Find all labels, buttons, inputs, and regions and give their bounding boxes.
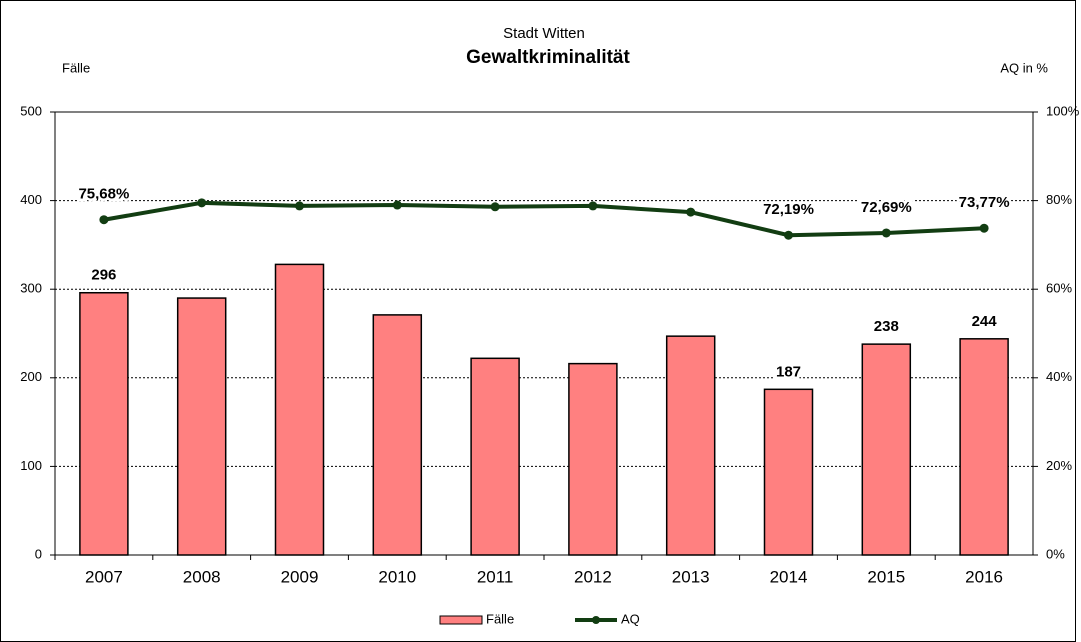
- y2-tick-label: 20%: [1046, 458, 1072, 473]
- x-tick-label: 2016: [965, 567, 1003, 586]
- line: [103, 200, 985, 238]
- data-label: 296: [91, 267, 116, 284]
- y-tick-label: 0: [35, 546, 42, 561]
- legend-marker: [592, 616, 600, 624]
- legend-label: AQ: [621, 611, 640, 626]
- bar: [861, 343, 912, 556]
- x-tick-label: 2014: [770, 567, 808, 586]
- line-marker: [588, 201, 598, 211]
- chart-subtitle: Stadt Witten: [503, 25, 585, 42]
- y-tick-label: 100: [20, 458, 42, 473]
- line-marker: [197, 198, 207, 208]
- legend-label: Fälle: [486, 611, 514, 626]
- data-label: 72,69%: [861, 199, 912, 216]
- line-marker: [295, 201, 304, 211]
- y2-tick-label: 100%: [1046, 103, 1080, 118]
- x-tick-label: 2011: [477, 567, 514, 586]
- y-tick-label: 300: [20, 281, 42, 296]
- data-label: 238: [874, 318, 899, 335]
- bar: [959, 338, 1009, 556]
- y2-tick-label: 0%: [1046, 546, 1065, 561]
- y2-tick-label: 40%: [1046, 369, 1072, 384]
- x-tick-label: 2009: [281, 567, 319, 586]
- data-label: 73,77%: [959, 194, 1010, 211]
- bar: [79, 291, 129, 556]
- bar: [274, 263, 325, 556]
- line-marker: [99, 215, 109, 225]
- chart-title: Gewaltkriminalität: [466, 47, 630, 68]
- line-marker: [490, 202, 500, 212]
- data-label: 187: [776, 363, 801, 380]
- bar: [372, 314, 423, 556]
- bar: [763, 388, 814, 556]
- data-label: 244: [972, 313, 998, 330]
- y-tick-label: 400: [20, 192, 42, 207]
- data-label: 75,68%: [78, 186, 129, 203]
- bar: [665, 335, 716, 556]
- x-tick-label: 2012: [574, 567, 612, 586]
- x-tick-label: 2008: [183, 567, 221, 586]
- legend-swatch: [439, 615, 483, 625]
- line-marker: [881, 228, 891, 238]
- x-tick-label: 2015: [867, 567, 905, 586]
- y-axis-label: Fälle: [62, 60, 90, 75]
- bar: [568, 362, 618, 556]
- line-marker: [784, 230, 793, 240]
- x-tick-label: 2013: [672, 567, 710, 586]
- y-tick-label: 500: [20, 103, 42, 118]
- bar: [470, 357, 520, 556]
- x-tick-label: 2010: [378, 567, 416, 586]
- y2-tick-label: 60%: [1046, 281, 1072, 296]
- x-tick-label: 2007: [85, 567, 123, 586]
- y-tick-label: 200: [20, 369, 42, 384]
- line-marker: [979, 223, 989, 233]
- line-marker: [392, 200, 402, 210]
- y2-axis-label: AQ in %: [1000, 60, 1048, 75]
- y2-tick-label: 80%: [1046, 192, 1072, 207]
- data-label: 72,19%: [763, 201, 814, 218]
- line-marker: [686, 207, 696, 217]
- bar: [176, 297, 227, 556]
